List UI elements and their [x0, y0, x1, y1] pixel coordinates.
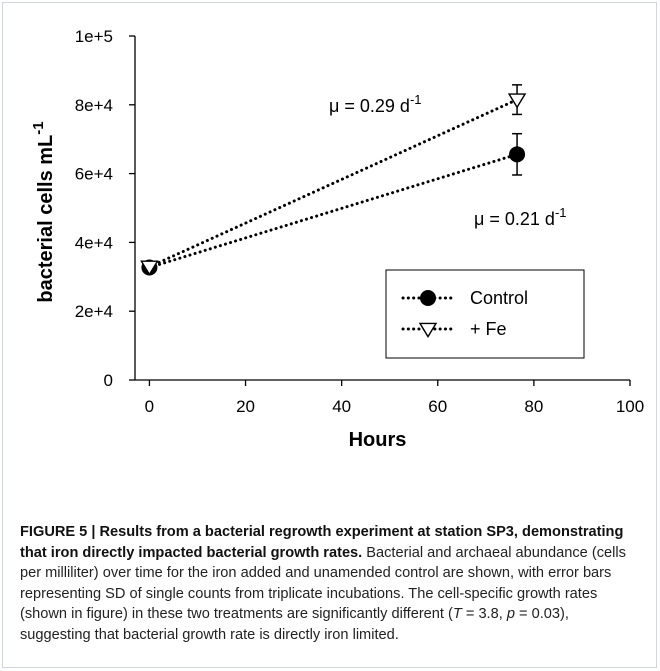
rate-label-control-superscript: -1 [555, 205, 567, 220]
rate-label-fe: μ = 0.29 d-1 [329, 92, 422, 116]
rate-label-fe-superscript: -1 [410, 92, 422, 107]
data-point-control [509, 146, 526, 163]
chart: 0 2e+4 4e+4 6e+4 8e+4 1e+5 0 20 40 60 80 100 Hours ba… [30, 27, 644, 451]
legend-marker-control [420, 290, 436, 306]
x-axis-title: Hours [349, 429, 407, 451]
y-tick-label: 4e+4 [75, 233, 113, 252]
caption-t-variable: T [452, 606, 462, 622]
rate-label-control-text: μ = 0.21 d [474, 209, 555, 229]
y-tick-label: 2e+4 [75, 302, 113, 321]
legend-box [385, 269, 585, 359]
y-axis-title: bacterial cells mL-1 [30, 121, 57, 302]
legend-label-control: Control [470, 288, 528, 308]
y-tick-label: 1e+5 [75, 27, 113, 46]
y-tick-label: 8e+4 [75, 96, 113, 115]
chart-labels: 0 2e+4 4e+4 6e+4 8e+4 1e+5 0 20 40 60 80 100 Hours ba… [30, 27, 644, 451]
axes [129, 35, 631, 386]
y-axis-title-superscript: -1 [30, 121, 47, 134]
legend: Control + Fe [385, 269, 585, 359]
trend-line-control [147, 152, 519, 270]
legend-marker-fe [418, 322, 438, 338]
caption-p-variable: p [506, 606, 515, 622]
trend-line-fe [147, 98, 519, 269]
x-tick-label: 40 [332, 397, 351, 416]
data-point-fe [140, 260, 159, 276]
rate-label-fe-text: μ = 0.29 d [329, 96, 410, 116]
x-tick-label: 100 [616, 397, 644, 416]
x-tick-label: 80 [524, 397, 543, 416]
y-axis-title-main: bacterial cells mL [35, 135, 57, 303]
x-tick-label: 20 [236, 397, 255, 416]
y-tick-label: 0 [104, 371, 113, 390]
caption-title: FIGURE 5 | Results from a bacterial regr… [20, 524, 624, 561]
caption-body-3: = 0.03), suggesting that bacterial growt… [20, 606, 569, 643]
legend-label-fe: + Fe [470, 319, 507, 339]
trend-lines [147, 98, 519, 270]
figure-caption: FIGURE 5 | Results from a bacterial regr… [20, 522, 642, 645]
y-tick-label: 6e+4 [75, 165, 113, 184]
data-point-fe [507, 93, 527, 109]
x-tick-label: 0 [145, 397, 154, 416]
x-tick-label: 60 [428, 397, 447, 416]
rate-label-control: μ = 0.21 d-1 [474, 205, 567, 229]
caption-body-2: = 3.8, [461, 606, 507, 622]
caption-body-1: Bacterial and archaeal abundance (cells … [20, 544, 626, 623]
data-marks [140, 84, 527, 276]
